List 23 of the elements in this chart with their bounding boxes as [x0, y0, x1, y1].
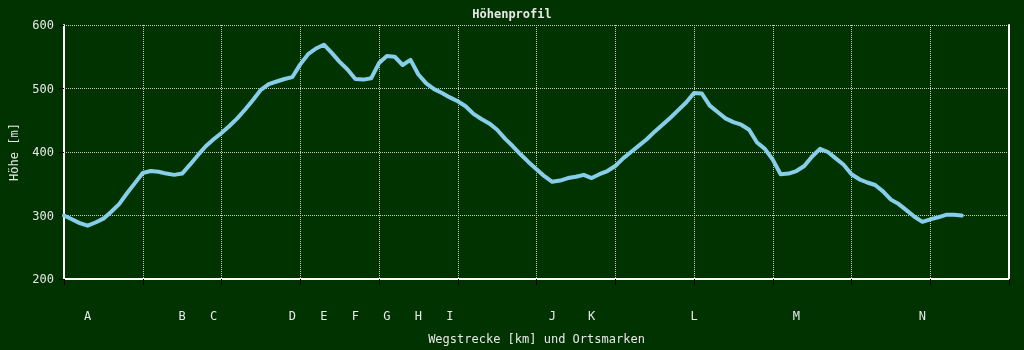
x-tick-label: I — [446, 309, 454, 323]
y-tick-label: 500 — [32, 81, 54, 96]
line-series — [62, 42, 964, 228]
chart-title: Höhenprofil — [472, 7, 552, 21]
y-axis-title: Höhe [m] — [7, 123, 21, 181]
x-tick-label: G — [383, 309, 391, 323]
x-tick-label: L — [690, 309, 698, 323]
y-tick-label: 300 — [32, 208, 54, 223]
y-tick-label: 200 — [32, 272, 54, 286]
x-tick-label: D — [288, 309, 296, 323]
x-tick-label: B — [178, 309, 186, 323]
y-tick-label: 600 — [32, 18, 54, 32]
x-tick-label: E — [320, 309, 328, 323]
y-tick-label: 400 — [32, 145, 54, 159]
x-tick-label: J — [548, 309, 556, 323]
x-tick-label: C — [210, 309, 218, 323]
x-tick-label: K — [588, 309, 597, 323]
x-tick-label: F — [351, 309, 359, 323]
x-tick-label: M — [792, 309, 800, 323]
x-axis-title: Wegstrecke [km] und Ortsmarken — [428, 332, 645, 346]
x-tick-label: A — [84, 309, 93, 323]
x-tick-label: N — [918, 309, 926, 323]
x-tick-label: H — [414, 309, 422, 323]
